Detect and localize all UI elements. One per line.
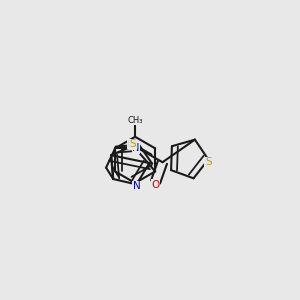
Text: N: N bbox=[132, 143, 140, 153]
Text: O: O bbox=[152, 179, 160, 190]
Text: S: S bbox=[130, 139, 136, 149]
Text: S: S bbox=[205, 157, 211, 167]
Text: N: N bbox=[133, 181, 140, 191]
Text: H: H bbox=[128, 140, 134, 148]
Text: CH₃: CH₃ bbox=[128, 116, 143, 124]
